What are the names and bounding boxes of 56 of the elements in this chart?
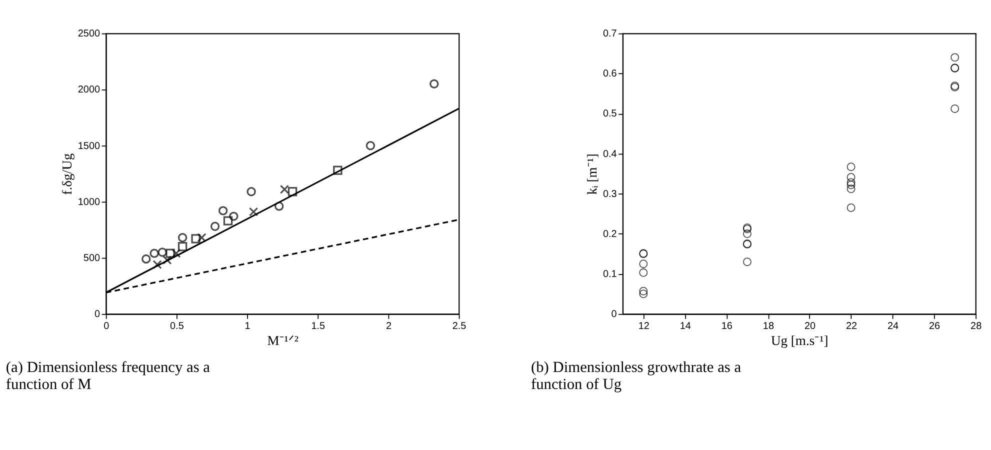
y-tick-label: 0.2 — [602, 228, 618, 240]
x-tick-label: 18 — [762, 320, 774, 332]
point — [274, 202, 284, 211]
x-tick-label: 24 — [887, 320, 900, 332]
point — [172, 248, 181, 258]
point — [158, 248, 167, 257]
y-tick-label: 2500 — [78, 28, 100, 40]
point — [288, 187, 298, 196]
x-tick-label: 16 — [721, 320, 733, 332]
x-tick-label: 28 — [970, 320, 982, 332]
y-tick-label: 1500 — [78, 140, 100, 152]
x-tick-label: 1 — [244, 320, 251, 332]
point — [366, 141, 376, 150]
text: (b) Dimensionless growthrate as a function of Ug — [530, 358, 742, 394]
x-axis-title: Ug [m.s⁻¹] — [770, 333, 828, 348]
y-tick-label: 0.5 — [602, 108, 618, 120]
point — [142, 254, 151, 264]
x-tick-label: 2 — [386, 320, 392, 332]
point — [333, 166, 342, 175]
x-tick-label: 0 — [104, 320, 110, 332]
point — [178, 242, 188, 252]
y-tick-label: 0.3 — [602, 188, 618, 200]
x-axis-title: M⁻¹ᐟ² — [267, 333, 298, 348]
y-tick-label: 0 — [611, 309, 618, 320]
y-axis-title: f.δg/Ug — [60, 153, 75, 195]
y-tick-label: 0.6 — [602, 68, 618, 80]
y-tick-label: 0 — [94, 309, 100, 320]
point — [430, 79, 439, 88]
y-tick-label: 1000 — [78, 196, 100, 208]
y-tick-label: 0.4 — [602, 148, 618, 160]
point — [218, 206, 228, 216]
point — [229, 212, 238, 221]
point — [280, 184, 290, 194]
text: (a) Dimensionless frequency as a function of M — [6, 358, 210, 394]
point — [223, 216, 233, 226]
y-tick-label: 2000 — [78, 84, 100, 96]
point — [248, 207, 258, 216]
x-tick-label: 20 — [804, 320, 816, 332]
point — [191, 234, 200, 244]
point — [166, 248, 175, 258]
y-tick-label: 500 — [83, 252, 100, 264]
point — [178, 233, 188, 242]
point — [150, 248, 159, 258]
x-tick-label: 14 — [680, 320, 692, 332]
x-tick-label: 2.5 — [452, 320, 467, 332]
x-tick-label: 12 — [638, 320, 650, 332]
x-tick-label: 0.5 — [170, 320, 184, 332]
point — [210, 222, 220, 231]
y-tick-label: 0.1 — [602, 269, 618, 280]
x-tick-label: 22 — [846, 320, 858, 332]
x-tick-label: 1.5 — [311, 320, 326, 332]
y-tick-label: 0.7 — [602, 28, 618, 40]
point — [197, 233, 206, 242]
x-tick-label: 26 — [929, 320, 941, 332]
point — [246, 187, 256, 196]
y-axis-title: kᵢ [m⁻¹] — [584, 154, 600, 195]
